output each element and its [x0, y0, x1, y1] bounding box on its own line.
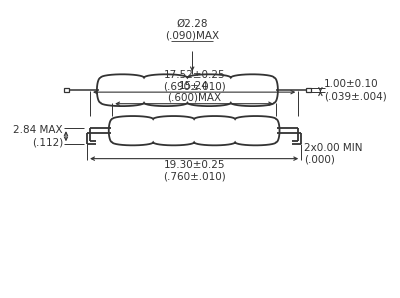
- Bar: [64, 88, 69, 92]
- Text: 15.24
(.600)MAX: 15.24 (.600)MAX: [167, 81, 221, 103]
- PathPatch shape: [109, 116, 280, 145]
- Text: 1.00±0.10
(.039±.004): 1.00±0.10 (.039±.004): [324, 79, 387, 101]
- Text: 17.52±0.25
(.690±.010): 17.52±0.25 (.690±.010): [163, 69, 226, 91]
- Bar: [306, 88, 311, 92]
- Text: 2x0.00 MIN
(.000): 2x0.00 MIN (.000): [304, 143, 362, 165]
- Text: 2.84 MAX
(.112): 2.84 MAX (.112): [14, 125, 63, 147]
- Text: Ø2.28
(.090)MAX: Ø2.28 (.090)MAX: [165, 18, 219, 40]
- PathPatch shape: [97, 74, 278, 106]
- Text: 19.30±0.25
(.760±.010): 19.30±0.25 (.760±.010): [163, 160, 226, 181]
